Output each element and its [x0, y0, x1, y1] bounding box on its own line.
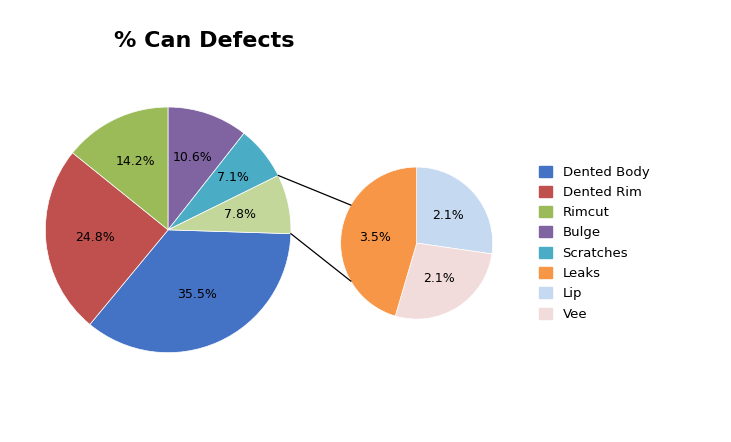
Legend: Dented Body, Dented Rim, Rimcut, Bulge, Scratches, Leaks, Lip, Vee: Dented Body, Dented Rim, Rimcut, Bulge, …	[534, 160, 654, 326]
Wedge shape	[395, 243, 492, 319]
Wedge shape	[72, 107, 168, 230]
Wedge shape	[168, 133, 279, 230]
Text: 2.1%: 2.1%	[433, 209, 464, 222]
Text: 35.5%: 35.5%	[178, 288, 217, 301]
Text: 10.6%: 10.6%	[173, 151, 213, 164]
Text: 3.5%: 3.5%	[360, 231, 391, 244]
Text: % Can Defects: % Can Defects	[115, 31, 295, 51]
Wedge shape	[45, 153, 168, 324]
Wedge shape	[341, 167, 417, 316]
Wedge shape	[168, 175, 291, 234]
Text: 2.1%: 2.1%	[423, 272, 455, 285]
Text: 14.2%: 14.2%	[115, 155, 155, 168]
Wedge shape	[417, 167, 493, 254]
Text: 7.1%: 7.1%	[217, 171, 249, 184]
Wedge shape	[90, 230, 291, 353]
Text: 7.8%: 7.8%	[224, 208, 256, 221]
Text: 24.8%: 24.8%	[75, 231, 115, 244]
Wedge shape	[168, 107, 244, 230]
